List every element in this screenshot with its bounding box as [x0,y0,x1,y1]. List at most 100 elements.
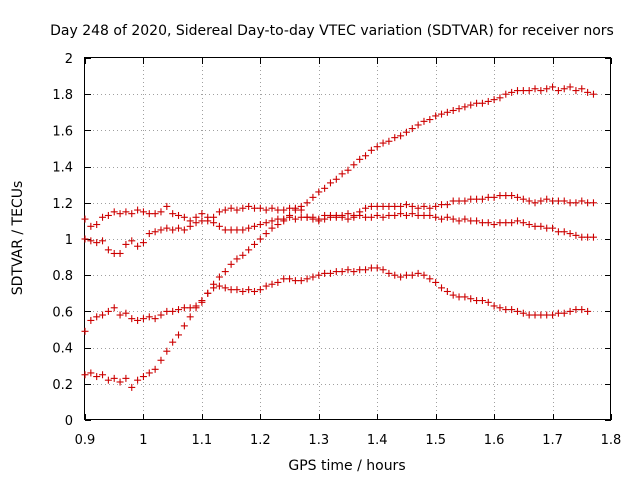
x-tick-label: 1.4 [367,433,388,448]
data-point-upper [432,202,440,210]
data-point-hump [397,273,405,281]
data-point-rising [321,184,329,192]
data-point-upper [414,204,422,212]
data-point-upper [531,199,539,207]
data-point-rising [537,87,545,95]
x-axis-label: GPS time / hours [288,458,405,474]
data-point-middle [426,211,434,219]
data-point-hump [344,266,352,274]
data-point-rising [513,87,521,95]
data-point-hump [128,315,136,323]
data-point-rising [519,87,527,95]
data-point-upper [139,208,147,216]
data-point-rising [245,246,253,254]
y-tick-label: 1.2 [52,197,73,212]
data-point-hump [104,307,112,315]
data-point-rising [449,106,457,114]
data-point-rising [373,143,381,151]
data-point-upper [134,206,142,214]
data-point-hump [204,289,212,297]
data-point-upper [367,202,375,210]
data-point-hump [513,307,521,315]
data-point-upper [198,210,206,218]
data-point-rising [531,85,539,93]
data-point-hump [432,278,440,286]
data-point-rising [122,374,130,382]
data-points [81,83,597,391]
data-point-upper [519,195,527,203]
data-point-upper [537,197,545,205]
data-point-hump [139,315,147,323]
data-point-rising [543,85,551,93]
data-point-rising [443,108,451,116]
data-point-middle [268,217,276,225]
x-tick-label: 1.7 [542,433,563,448]
data-point-rising [169,338,177,346]
data-point-middle [420,211,428,219]
data-point-middle [414,211,422,219]
data-point-hump [221,284,229,292]
data-point-rising [426,116,434,124]
data-point-hump [81,327,89,335]
data-point-upper [268,204,276,212]
data-point-middle [99,237,107,245]
data-point-middle [356,211,364,219]
x-tick-label: 1 [139,433,147,448]
data-point-hump [262,282,270,290]
data-point-rising [367,146,375,154]
data-point-hump [280,275,288,283]
data-point-hump [110,304,118,312]
data-point-middle [502,219,510,227]
data-point-hump [362,266,370,274]
data-point-middle [490,221,498,229]
data-point-hump [192,302,200,310]
data-point-upper [250,204,258,212]
data-point-middle [408,210,416,218]
data-point-upper [549,197,557,205]
data-point-hump [163,307,171,315]
data-point-middle [134,242,142,250]
data-point-hump [531,311,539,319]
data-point-hump [443,287,451,295]
data-point-middle [87,237,95,245]
data-point-hump [286,275,294,283]
data-point-middle [110,249,118,257]
data-point-hump [519,309,527,317]
x-tick-label: 1.6 [484,433,505,448]
data-point-middle [449,215,457,223]
data-point-upper [286,204,294,212]
data-point-hump [256,286,264,294]
data-point-hump [245,286,253,294]
data-point-upper [239,204,247,212]
data-point-rising [221,268,229,276]
data-point-rising [584,88,592,96]
data-point-middle [350,213,358,221]
data-point-hump [467,295,475,303]
data-point-middle [210,219,218,227]
data-point-middle [461,215,469,223]
data-point-hump [87,316,95,324]
data-point-hump [537,311,545,319]
data-point-middle [332,213,340,221]
data-point-rising [239,251,247,259]
data-point-hump [379,266,387,274]
data-point-hump [180,304,188,312]
data-point-rising [402,128,410,136]
data-point-rising [215,273,223,281]
data-point-middle [455,217,463,225]
data-point-middle [145,230,153,238]
data-point-hump [566,307,574,315]
data-point-hump [496,304,504,312]
data-point-rising [157,356,165,364]
data-point-middle [104,246,112,254]
data-point-upper [262,206,270,214]
data-point-upper [513,193,521,201]
data-point-hump [584,307,592,315]
data-point-hump [326,269,334,277]
data-point-hump [151,315,159,323]
data-point-middle [286,213,294,221]
data-point-middle [496,219,504,227]
data-point-hump [210,284,218,292]
data-point-middle [163,224,171,232]
data-point-hump [215,282,223,290]
